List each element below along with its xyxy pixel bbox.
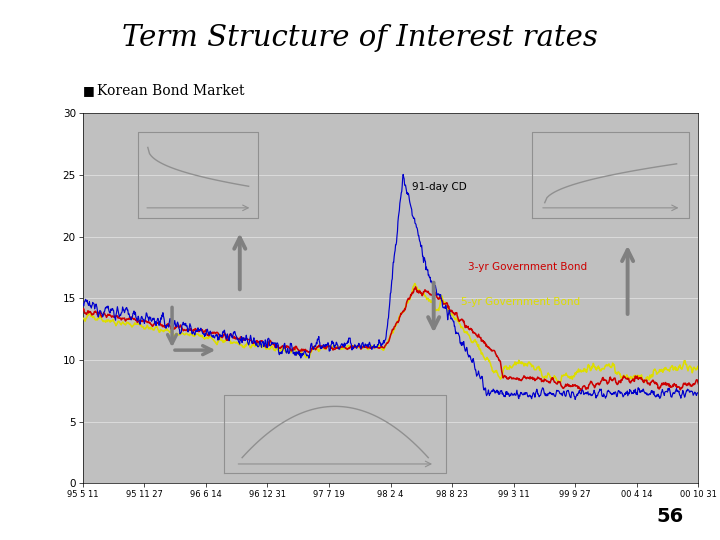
Text: 91-day CD: 91-day CD	[412, 182, 467, 192]
Text: 56: 56	[657, 508, 684, 526]
Text: 5-yr Government Bond: 5-yr Government Bond	[462, 296, 580, 307]
Text: 3-yr Government Bond: 3-yr Government Bond	[467, 262, 587, 272]
Text: ■: ■	[83, 84, 94, 97]
Text: Korean Bond Market: Korean Bond Market	[97, 84, 245, 98]
Text: Term Structure of Interest rates: Term Structure of Interest rates	[122, 24, 598, 52]
